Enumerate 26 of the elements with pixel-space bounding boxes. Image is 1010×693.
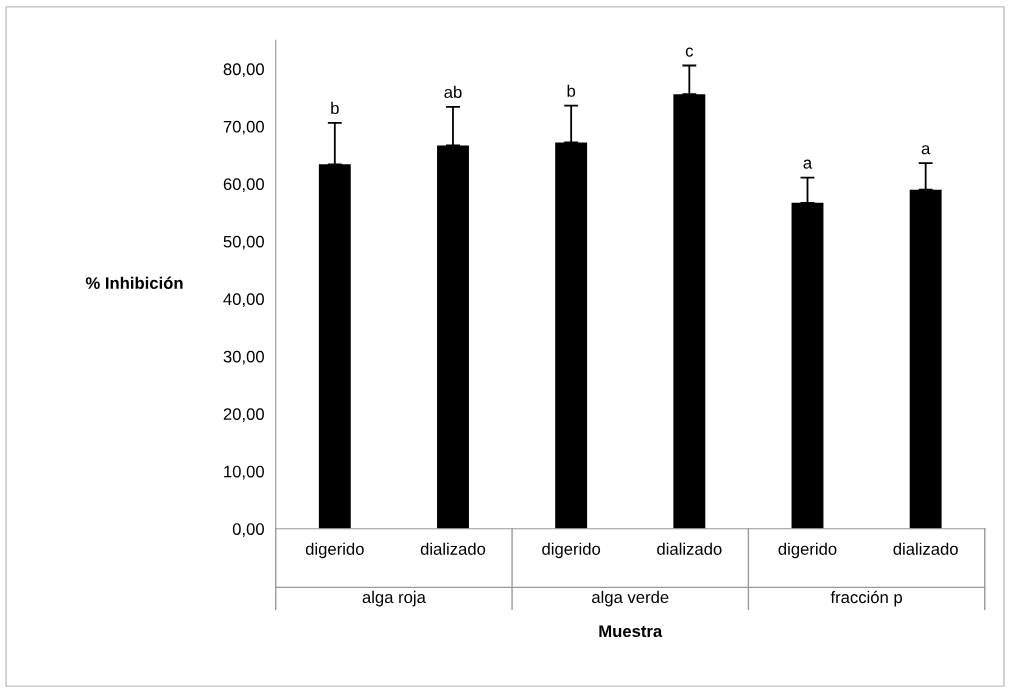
x-axis-title: Muestra: [599, 625, 663, 638]
y-tick-label: 40,00: [223, 293, 264, 308]
y-tick-label: 20,00: [223, 408, 264, 422]
y-tick-label: 0,00: [232, 523, 264, 537]
y-tick-label: 60,00: [223, 178, 264, 193]
x-tick-label: dializado: [657, 542, 722, 555]
x-tick-label: dializado: [893, 542, 958, 555]
y-tick-label: 50,00: [223, 235, 264, 250]
text: fracción p: [830, 590, 903, 607]
text: alga roja: [362, 590, 426, 607]
data-label: c: [685, 47, 694, 57]
data-label: b: [567, 84, 576, 97]
y-tick-label: 80,00: [223, 63, 264, 78]
data-label: ab: [444, 85, 462, 99]
y-tick-label: 70,00: [223, 120, 264, 135]
text: alga verde: [592, 590, 669, 607]
data-label: a: [803, 159, 813, 169]
x-tick-label: dializado: [420, 542, 486, 555]
y-tick-label: 30,00: [223, 350, 264, 365]
x-tick-label: digerido: [305, 542, 364, 559]
y-axis-title: % Inhibición: [85, 276, 183, 289]
y-tick-label: 10,00: [224, 465, 264, 480]
x-tick-label: digerido: [778, 542, 837, 559]
data-label: a: [921, 145, 931, 155]
x-tick-label: digerido: [542, 542, 601, 559]
data-label: b: [331, 101, 339, 115]
